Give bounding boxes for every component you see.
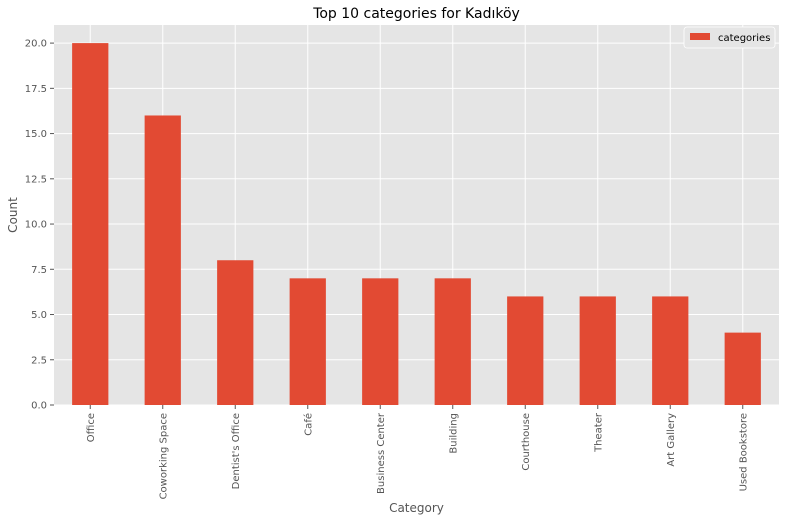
x-tick-label: Theater bbox=[593, 412, 604, 453]
y-tick-label: 20.0 bbox=[25, 39, 47, 50]
y-tick-label: 15.0 bbox=[25, 129, 47, 140]
bar bbox=[72, 43, 109, 405]
x-tick-label: Art Gallery bbox=[666, 413, 677, 467]
bar bbox=[724, 332, 761, 405]
bar bbox=[144, 115, 181, 405]
legend: categories bbox=[683, 26, 776, 49]
y-tick-label: 17.5 bbox=[25, 84, 47, 95]
x-tick-label: Dentist's Office bbox=[231, 413, 242, 489]
y-tick-label: 12.5 bbox=[25, 174, 47, 185]
x-axis-label: Category bbox=[389, 501, 444, 515]
x-axis-ticks: Office Coworking Space Dentist's Office Caf… bbox=[86, 405, 749, 499]
x-tick-label: Office bbox=[86, 413, 97, 442]
chart-title: Top 10 categories for Kadıköy bbox=[312, 6, 520, 22]
bar bbox=[434, 278, 471, 405]
bar bbox=[362, 278, 399, 405]
y-tick-label: 0.0 bbox=[31, 401, 47, 412]
x-tick-label: Business Center bbox=[376, 412, 387, 494]
x-tick-label: Building bbox=[448, 413, 459, 454]
y-tick-label: 7.5 bbox=[31, 265, 47, 276]
bar bbox=[652, 296, 689, 405]
y-tick-label: 10.0 bbox=[25, 220, 47, 231]
bar bbox=[507, 296, 544, 405]
x-tick-label: Coworking Space bbox=[158, 413, 169, 499]
y-axis-label: Count bbox=[6, 197, 20, 233]
legend-swatch bbox=[690, 33, 710, 40]
y-axis-ticks: 0.0 2.5 5.0 7.5 10.0 12.5 15.0 17.5 20.0 bbox=[25, 39, 54, 412]
x-tick-label: Courthouse bbox=[521, 413, 532, 471]
x-tick-label: Café bbox=[302, 413, 314, 436]
bar bbox=[579, 296, 616, 405]
y-tick-label: 5.0 bbox=[31, 310, 47, 321]
bars bbox=[72, 43, 761, 405]
x-tick-label: Used Bookstore bbox=[738, 413, 749, 491]
bar bbox=[289, 278, 326, 405]
legend-box bbox=[683, 26, 776, 49]
bar bbox=[217, 260, 254, 405]
legend-label: categories bbox=[718, 33, 770, 44]
y-tick-label: 2.5 bbox=[31, 355, 47, 366]
